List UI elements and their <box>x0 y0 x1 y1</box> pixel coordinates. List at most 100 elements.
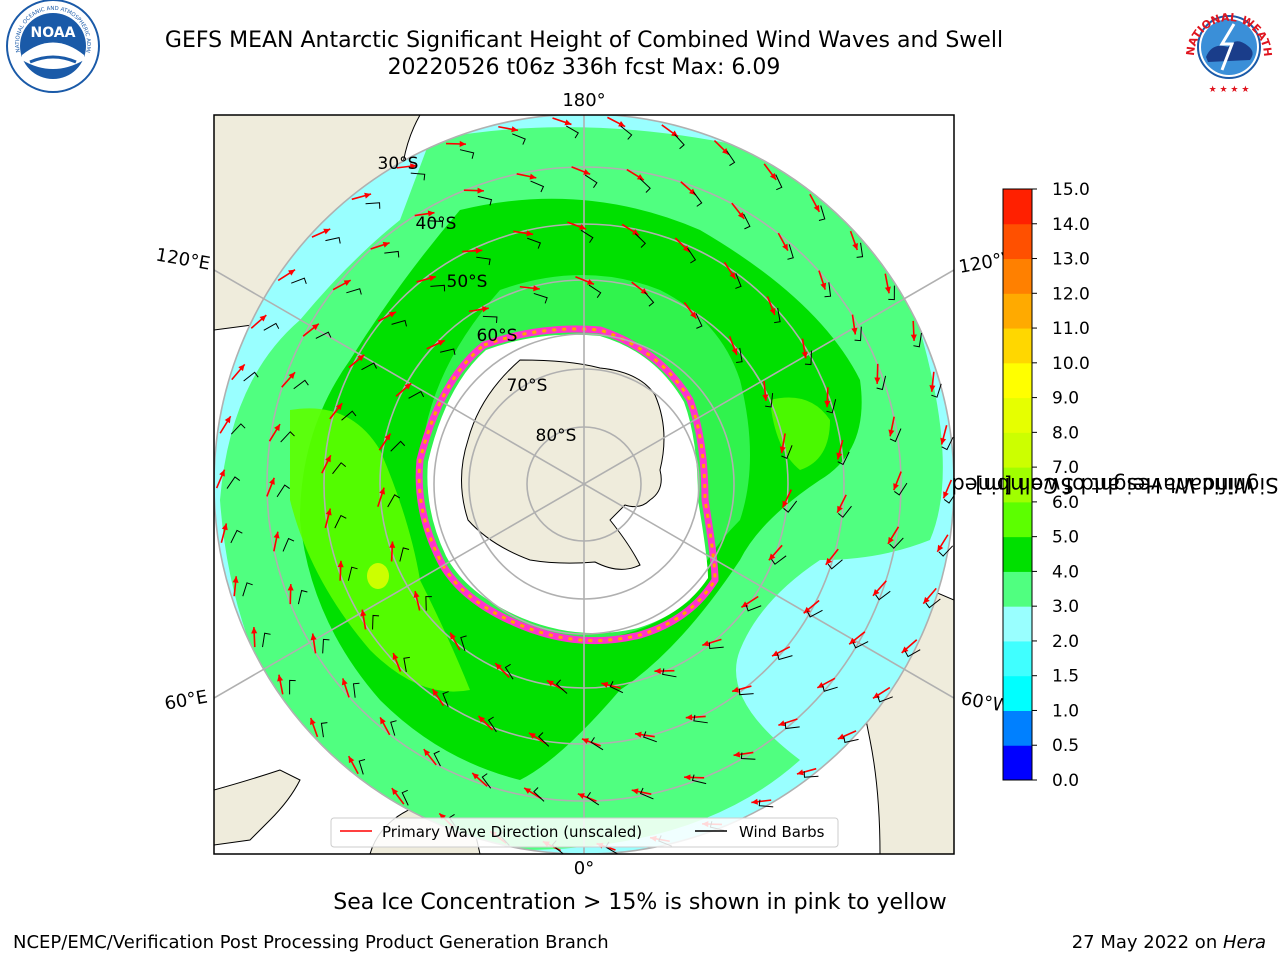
wind-barb <box>320 722 328 738</box>
wave-arrow-head <box>382 241 390 248</box>
lon-label-0: 0° <box>574 858 594 879</box>
colorbar-tick-label: 0.5 <box>1052 736 1079 756</box>
wave-arrow-head <box>702 640 710 647</box>
nws-ring-text: NATIONAL WEATHER SERVICE <box>0 0 1274 57</box>
wind-barb <box>442 691 449 707</box>
colorbar-segment <box>1003 675 1032 711</box>
wave-arrow-head <box>325 508 332 516</box>
wind-barb <box>736 347 743 364</box>
lon-label-180: 180° <box>562 90 605 111</box>
wave-arrow-head <box>459 140 467 147</box>
wave-arrow-head <box>583 169 591 175</box>
wind-barb <box>482 315 498 323</box>
wave-arrow-head <box>482 306 489 313</box>
wave-arrow-head <box>782 243 788 251</box>
wave-arrow-head <box>238 364 245 372</box>
wave-arrow-head <box>389 541 396 548</box>
wave-arrow-head <box>682 245 690 253</box>
wind-barb <box>332 462 347 475</box>
wind-barb <box>527 237 542 249</box>
wave-arrow-head <box>577 793 585 799</box>
wind-barb <box>512 133 526 145</box>
lat-label-40s: 40°S <box>416 214 457 234</box>
wind-barb <box>876 375 887 391</box>
wave-arrow-head <box>526 230 534 237</box>
colorbar-segment <box>1003 223 1032 260</box>
wave-arrow-head <box>511 126 518 133</box>
wind-barb <box>745 605 762 612</box>
lon-label-60e: 60°E <box>163 686 209 714</box>
wave-arrow-head <box>477 187 484 194</box>
wind-barb <box>280 431 295 443</box>
wave-arrow-head <box>325 455 331 463</box>
wave-arrow-head <box>564 119 572 126</box>
wind-barb <box>888 285 895 301</box>
wind-barb <box>242 582 253 597</box>
colorbar-segment <box>1003 536 1032 572</box>
wave-arrow-head <box>634 731 642 738</box>
wind-barb <box>674 134 685 150</box>
wave-arrow-head <box>495 663 502 670</box>
wind-barb <box>642 731 657 743</box>
wind-barb <box>784 722 800 730</box>
colorbar-tick-label: 1.0 <box>1052 701 1079 721</box>
wind-barb <box>433 750 441 767</box>
wind-barb <box>487 716 497 733</box>
wind-barb <box>692 191 703 207</box>
map-area <box>214 115 954 854</box>
wave-arrow-head <box>277 674 284 682</box>
wind-barb <box>889 537 904 549</box>
wave-arrow-head <box>722 148 729 155</box>
wind-barb <box>586 792 600 806</box>
wind-barb <box>775 174 783 191</box>
wave-arrow-head <box>478 715 486 723</box>
colorbar-segment <box>1003 571 1032 607</box>
wind-barb <box>620 125 633 140</box>
wave-arrow-head <box>221 523 228 531</box>
wind-barb <box>837 451 850 466</box>
wind-barb <box>428 220 444 228</box>
wind-barb <box>852 641 869 649</box>
wave-arrow-head <box>423 749 431 757</box>
wind-barb <box>590 737 604 751</box>
wind-barb <box>639 787 654 800</box>
wind-barb <box>580 229 594 243</box>
wave-arrow-head <box>801 351 808 359</box>
wind-barb <box>282 537 295 552</box>
wave-arrow-head <box>360 609 367 617</box>
wave-arrow-head <box>601 681 609 688</box>
wave-arrow-head <box>803 606 811 614</box>
wave-arrow-head <box>733 751 741 758</box>
wind-barb <box>826 399 837 414</box>
wind-barb <box>291 277 307 284</box>
wave-arrow-head <box>335 403 343 411</box>
wave-arrow-head <box>288 269 296 276</box>
chart-subtitle: 20220526 t06z 336h fcst Max: 6.09 <box>387 55 781 80</box>
colorbar-tick-label: 12.0 <box>1052 284 1090 304</box>
wind-barb <box>687 247 697 264</box>
wave-arrow-head <box>224 416 231 424</box>
wind-barb <box>758 799 774 808</box>
wind-barb <box>243 371 259 382</box>
wind-barb <box>322 638 330 654</box>
wind-barb <box>708 642 724 650</box>
wave-arrow-head <box>529 173 537 180</box>
wind-barb <box>387 494 401 508</box>
wind-barb <box>276 484 290 498</box>
wave-arrow-head <box>404 383 412 390</box>
wave-arrow-head <box>472 772 479 780</box>
wind-barb <box>609 681 624 694</box>
wind-barb <box>639 178 651 193</box>
wave-arrow-head <box>343 280 351 286</box>
wave-arrow-head <box>729 272 736 280</box>
wave-arrow-head <box>887 536 894 544</box>
wave-arrow-head <box>546 680 554 687</box>
wind-barb <box>365 202 381 209</box>
wind-barb <box>943 494 954 504</box>
wave-arrow-head <box>392 652 399 660</box>
map-legend: Primary Wave Direction (unscaled) Wind B… <box>330 817 839 848</box>
colorbar-tick-label: 1.5 <box>1052 667 1079 687</box>
wave-arrow-head <box>410 163 417 170</box>
wave-arrow-head <box>311 323 319 331</box>
wind-barb <box>533 292 548 304</box>
